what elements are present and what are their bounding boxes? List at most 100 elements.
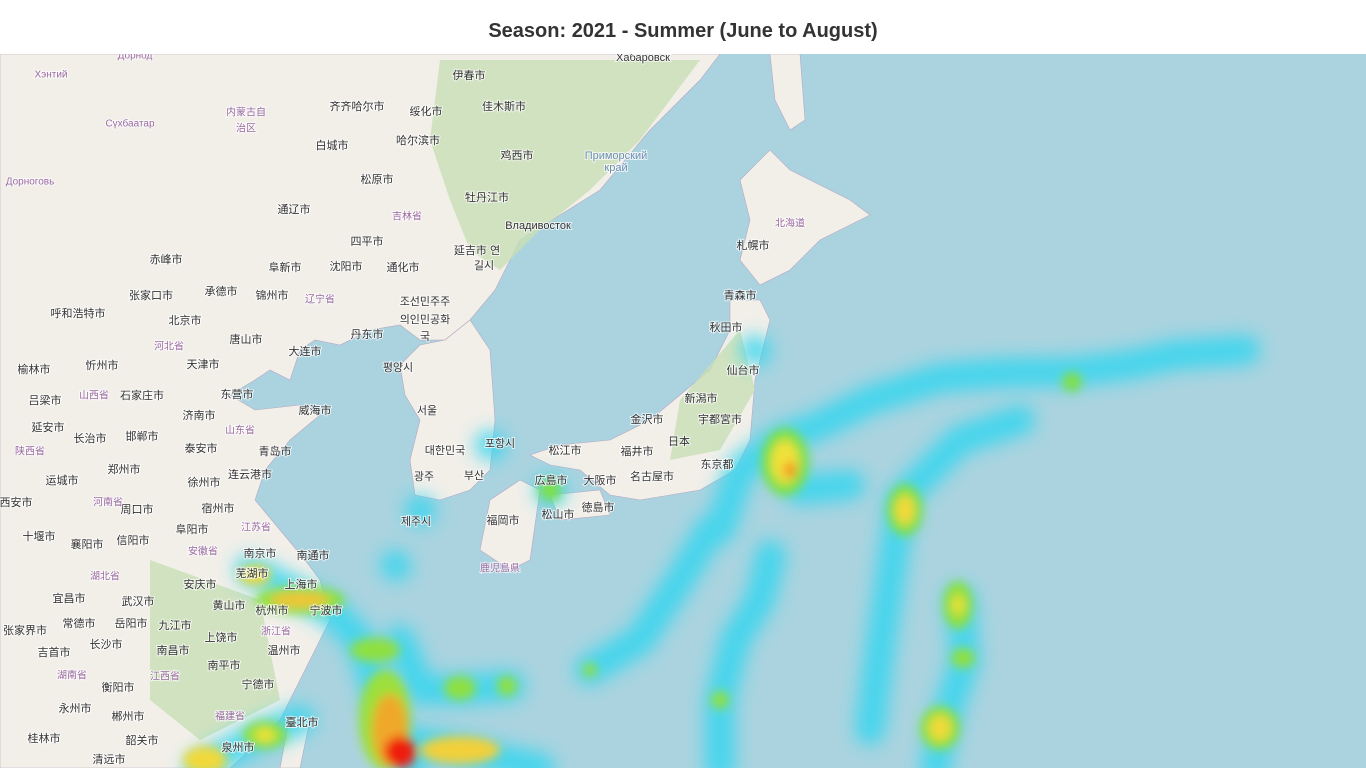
map-label: Дорноговь bbox=[6, 177, 55, 188]
map-label: 长治市 bbox=[74, 431, 107, 445]
map-label: 哈尔滨市 bbox=[396, 133, 440, 147]
map-label: 北京市 bbox=[169, 313, 202, 327]
map-label: Сүхбаатар bbox=[105, 118, 155, 130]
map-label: 武汉市 bbox=[122, 594, 155, 608]
map-label: 陕西省 bbox=[15, 445, 45, 458]
map-label: 延吉市 연 bbox=[454, 243, 500, 257]
map-label: 江西省 bbox=[150, 670, 180, 683]
map-label: 광주 bbox=[414, 470, 434, 483]
map-label: Владивосток bbox=[505, 220, 571, 232]
map-label: 阜新市 bbox=[269, 260, 302, 274]
map-label: 松江市 bbox=[549, 443, 582, 457]
map-label: 札幌市 bbox=[737, 238, 770, 252]
map-label: 宁波市 bbox=[310, 603, 343, 617]
map-label: 泰安市 bbox=[185, 441, 218, 455]
map-label: 河南省 bbox=[93, 496, 123, 509]
map-label: 青岛市 bbox=[259, 444, 292, 458]
map-label: 张家口市 bbox=[129, 288, 173, 302]
map-label: 名古屋市 bbox=[630, 469, 674, 483]
map-label: 広島市 bbox=[535, 473, 568, 487]
map-label: 济南市 bbox=[183, 408, 216, 422]
map-label: 辽宁省 bbox=[305, 293, 335, 306]
map-label: 通化市 bbox=[387, 260, 420, 274]
map-label: 长沙市 bbox=[90, 637, 123, 651]
map-label: 郴州市 bbox=[112, 709, 145, 723]
map-label: 吉首市 bbox=[38, 645, 71, 659]
map-label: 东营市 bbox=[221, 387, 254, 401]
map-label: 齐齐哈尔市 bbox=[330, 99, 385, 113]
map-label: 忻州市 bbox=[86, 358, 119, 372]
map-label: 唐山市 bbox=[230, 332, 263, 346]
map-label: 江苏省 bbox=[241, 521, 271, 534]
map-label: 宿州市 bbox=[202, 501, 235, 515]
map-label: 上海市 bbox=[285, 577, 318, 591]
map-label: 鹿児島県 bbox=[480, 562, 520, 575]
map-label: 徐州市 bbox=[188, 475, 221, 489]
map-label: 北海道 bbox=[775, 217, 805, 230]
map-label: 阜阳市 bbox=[176, 522, 209, 536]
map-label: 포항시 bbox=[485, 437, 515, 450]
map-label: 湖南省 bbox=[57, 669, 87, 682]
map-label: край bbox=[604, 162, 627, 174]
map-label: 韶关市 bbox=[126, 733, 159, 747]
map-label: 仙台市 bbox=[727, 363, 760, 377]
map-label: 永州市 bbox=[59, 701, 92, 715]
map-label: 白城市 bbox=[316, 138, 349, 152]
map-label: 岳阳市 bbox=[115, 616, 148, 630]
map-label: 山西省 bbox=[79, 389, 109, 402]
map-label: 赤峰市 bbox=[150, 252, 183, 266]
map-label: 徳島市 bbox=[582, 500, 615, 514]
map-label: 沈阳市 bbox=[330, 259, 363, 273]
map-label: 大连市 bbox=[289, 344, 322, 358]
map-label: 邯郸市 bbox=[126, 429, 159, 443]
map-label: 呼和浩特市 bbox=[51, 306, 106, 320]
map-label: 丹东市 bbox=[351, 327, 384, 341]
map-label: 大阪市 bbox=[584, 473, 617, 487]
map-label: 清远市 bbox=[93, 752, 126, 766]
map-label: 松山市 bbox=[542, 507, 575, 521]
map-label: 周口市 bbox=[121, 502, 154, 516]
map-label: 山东省 bbox=[225, 424, 255, 437]
map-label: Приморский bbox=[585, 150, 648, 162]
map-label: 길시 bbox=[474, 259, 494, 272]
map-label: 威海市 bbox=[299, 403, 332, 417]
map-label: 安庆市 bbox=[184, 577, 217, 591]
map-label: 上饶市 bbox=[205, 630, 238, 644]
map-label: 榆林市 bbox=[18, 362, 51, 376]
map-label: 信阳市 bbox=[117, 533, 150, 547]
map-label: 芜湖市 bbox=[236, 566, 269, 580]
map-label: 天津市 bbox=[187, 357, 220, 371]
map-label: 郑州市 bbox=[108, 462, 141, 476]
map-label: 泉州市 bbox=[222, 740, 255, 754]
map-label: 桂林市 bbox=[28, 731, 61, 745]
map-label: 伊春市 bbox=[453, 68, 486, 82]
heatmap bbox=[183, 335, 1260, 768]
map-label: 温州市 bbox=[268, 643, 301, 657]
map-label: 湖北省 bbox=[90, 570, 120, 583]
map-label: 宁德市 bbox=[242, 677, 275, 691]
map-label: 运城市 bbox=[46, 473, 79, 487]
map-label: 四平市 bbox=[351, 234, 384, 248]
map-label: 福建省 bbox=[215, 710, 245, 723]
map-label: 吕梁市 bbox=[29, 393, 62, 407]
map-label: 佳木斯市 bbox=[482, 99, 526, 113]
map-label: 绥化市 bbox=[410, 104, 443, 118]
map-label: 治区 bbox=[236, 122, 256, 135]
map-label: 吉林省 bbox=[392, 210, 422, 223]
map-label: 张家界市 bbox=[3, 623, 47, 637]
map-label: 조선민주주 bbox=[400, 295, 451, 308]
map-label: 安徽省 bbox=[188, 545, 218, 558]
map-label: 通辽市 bbox=[278, 202, 311, 216]
map-label: 西安市 bbox=[0, 495, 33, 509]
map-label: 衡阳市 bbox=[102, 680, 135, 694]
map-label: 서울 bbox=[417, 404, 437, 417]
map-label: 宇都宮市 bbox=[698, 412, 742, 426]
map-label: 福井市 bbox=[621, 444, 654, 458]
map-label: 河北省 bbox=[154, 340, 184, 353]
map-label: 제주시 bbox=[401, 515, 431, 528]
map-label: 대한민국 bbox=[425, 444, 465, 457]
map-label: 九江市 bbox=[159, 618, 192, 632]
map-label: 黄山市 bbox=[213, 598, 246, 612]
